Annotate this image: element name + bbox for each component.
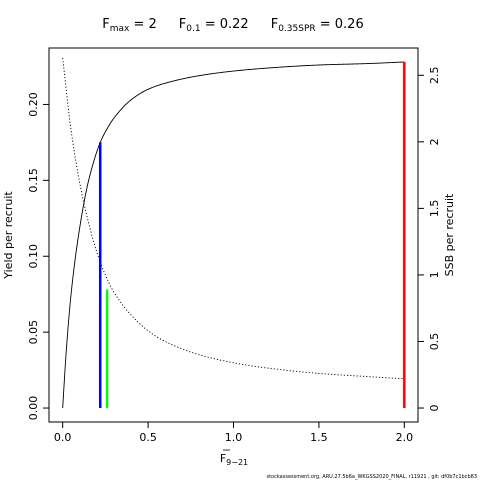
- title-part-main: F: [179, 17, 186, 32]
- chart-title: Fmax = 2 F0.1 = 0.22 F0.35SPR = 0.26: [102, 17, 363, 34]
- footer-text: stockassessment.org, ARU.27.5b6a_WKGSS20…: [266, 474, 477, 480]
- x-axis-label: F9−21: [220, 449, 248, 467]
- y-left-tick-label: 0.05: [27, 320, 40, 345]
- title-part-rest: = 0.22: [201, 17, 249, 32]
- title-part-rest: = 2: [129, 17, 156, 32]
- yield-per-recruit-line: [62, 61, 405, 409]
- x-tick-label: 2.0: [396, 431, 414, 444]
- x-tick-label: 0.5: [139, 431, 157, 444]
- plot-frame: [48, 47, 419, 423]
- title-part-sub: max: [110, 24, 130, 34]
- y-right-axis: 0 0.5 1 1.5 2 2.5: [417, 67, 441, 412]
- y-left-tick-label: 0.20: [27, 92, 40, 117]
- x-tick-label: 0.0: [54, 431, 72, 444]
- x-axis: 0.0 0.5 1.0 1.5 2.0: [54, 421, 414, 444]
- y-right-axis-label: SSB per recruit: [443, 193, 456, 276]
- y-left-axis: 0.00 0.05 0.10 0.15 0.20: [27, 92, 50, 421]
- y-left-tick-label: 0.10: [27, 244, 40, 269]
- y-right-tick-label: 1: [428, 271, 441, 278]
- x-tick-label: 1.0: [225, 431, 243, 444]
- x-axis-label-main: F: [220, 452, 226, 465]
- chart-title-text: Fmax = 2 F0.1 = 0.22 F0.35SPR = 0.26: [102, 17, 363, 34]
- title-part-rest: = 0.26: [316, 17, 364, 32]
- y-right-tick-label: 2: [428, 138, 441, 145]
- x-tick-label: 1.5: [310, 431, 328, 444]
- title-part-main: F: [102, 17, 109, 32]
- ssb-per-recruit-line: [62, 57, 405, 380]
- y-left-tick-label: 0.15: [27, 168, 40, 193]
- series-group: [62, 57, 405, 409]
- y-left-axis-label: Yield per recruit: [2, 191, 15, 280]
- y-right-tick-label: 0.5: [428, 333, 441, 351]
- reference-lines: [99, 61, 406, 409]
- y-right-tick-label: 0: [428, 405, 441, 412]
- title-part-main: F: [271, 17, 278, 32]
- title-part-sub: 0.1: [186, 24, 200, 34]
- y-right-tick-label: 2.5: [428, 67, 441, 85]
- x-axis-label-text: F9−21: [220, 452, 248, 467]
- y-left-tick-label: 0.00: [27, 396, 40, 421]
- y-right-tick-label: 1.5: [428, 200, 441, 218]
- x-axis-label-sub: 9−21: [226, 458, 248, 467]
- title-part-sub: 0.35SPR: [278, 24, 315, 34]
